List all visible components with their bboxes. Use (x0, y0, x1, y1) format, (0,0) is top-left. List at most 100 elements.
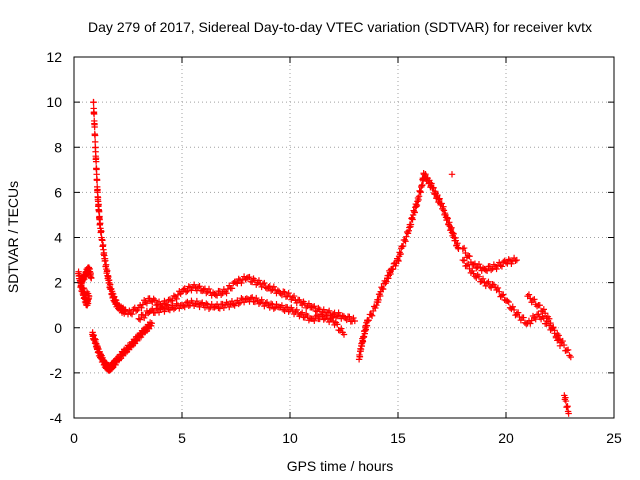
data-point-interp (475, 260, 483, 268)
data-point-interp (505, 256, 512, 263)
data-point-interp (163, 302, 171, 309)
data-marks (75, 98, 574, 417)
y-axis-label: SDTVAR / TECUs (5, 181, 21, 293)
data-point (513, 256, 520, 264)
data-point-interp (151, 297, 159, 304)
x-tick-label: 25 (606, 430, 622, 446)
data-point-interp (102, 257, 109, 264)
data-point-interp (525, 291, 533, 298)
data-point-interp (181, 303, 188, 311)
x-tick-label: 5 (178, 430, 186, 446)
data-point-interp (238, 295, 245, 302)
data-point-interp (290, 292, 298, 300)
data-point-interp (91, 138, 99, 146)
x-tick-label: 0 (70, 430, 78, 446)
data-point-interp (397, 250, 404, 258)
data-point-interp (498, 292, 506, 299)
data-point-interp (379, 285, 387, 293)
data-point-interp (527, 320, 534, 327)
data-point-interp (185, 302, 192, 309)
y-tick-label: 12 (46, 49, 62, 65)
data-point-interp (332, 313, 340, 321)
data-point-interp (93, 177, 101, 184)
data-point-interp (128, 310, 136, 318)
data-point-interp (132, 307, 140, 315)
data-point-interp (263, 298, 271, 306)
data-point-interp (136, 316, 144, 323)
y-tick-label: 10 (46, 94, 62, 110)
data-point (470, 261, 477, 268)
data-point-interp (238, 279, 245, 287)
data-point-interp (438, 200, 445, 207)
data-point (546, 315, 553, 322)
data-point-interp (497, 262, 504, 269)
data-point-interp (504, 297, 511, 305)
data-point-interp (485, 278, 492, 285)
y-tick-label: 0 (54, 320, 62, 336)
data-point-interp (261, 279, 268, 287)
data-point-interp (90, 99, 97, 106)
data-point-interp (182, 288, 190, 296)
data-point-interp (235, 300, 242, 308)
data-point-interp (320, 306, 327, 313)
data-point-interp (368, 312, 376, 319)
data-point-interp (150, 295, 157, 303)
data-point-interp (338, 325, 345, 332)
data-point-interp (509, 303, 516, 310)
data-point-interp (208, 300, 215, 308)
data-point-interp (293, 306, 300, 314)
data-point-interp (259, 280, 267, 288)
data-point-interp (346, 313, 353, 320)
data-point-interp (93, 165, 100, 173)
data-point (448, 171, 456, 178)
data-point-interp (383, 278, 390, 285)
data-point-interp (367, 311, 375, 318)
y-tick-label: 8 (54, 139, 62, 155)
data-point-interp (196, 283, 203, 290)
data-point-interp (496, 288, 503, 295)
data-point-interp (235, 275, 242, 283)
data-point-interp (161, 297, 168, 305)
data-point-interp (375, 296, 382, 304)
data-point-interp (98, 228, 105, 235)
data-point-interp (479, 275, 487, 283)
data-point-interp (328, 314, 336, 322)
data-point-interp (325, 307, 333, 315)
data-point-interp (564, 346, 572, 354)
data-point-interp (493, 265, 500, 273)
data-point-interp (403, 233, 410, 240)
data-point-interp (323, 312, 330, 319)
x-tick-label: 10 (282, 430, 298, 446)
data-point-interp (193, 297, 201, 305)
data-point-interp (460, 257, 468, 264)
data-point-interp (196, 303, 203, 311)
data-point-interp (90, 110, 98, 118)
data-point-interp (247, 294, 255, 302)
data-point (459, 245, 466, 252)
data-point-interp (551, 327, 558, 334)
data-point-interp (223, 290, 230, 297)
data-point-interp (281, 288, 288, 296)
data-point-interp (372, 304, 379, 312)
data-point-interp (365, 316, 373, 324)
data-point-interp (402, 238, 409, 245)
data-point-interp (155, 298, 163, 305)
data-point-interp (81, 289, 88, 297)
data-point-interp (176, 305, 183, 312)
x-tick-label: 15 (390, 430, 406, 446)
data-point-interp (190, 281, 198, 288)
data-point-interp (562, 397, 570, 405)
data-point (148, 320, 155, 327)
data-point (232, 279, 240, 286)
data-point-interp (91, 123, 98, 131)
y-tick-label: 4 (54, 230, 62, 246)
data-point (556, 342, 564, 349)
data-point (340, 331, 348, 338)
data-point (567, 353, 574, 361)
y-tick-label: 6 (54, 184, 62, 200)
data-point-interp (258, 283, 265, 291)
y-tick-label: -2 (50, 365, 63, 381)
data-point-interp (350, 314, 357, 322)
data-point-interp (356, 353, 364, 360)
data-point-interp (500, 291, 507, 298)
